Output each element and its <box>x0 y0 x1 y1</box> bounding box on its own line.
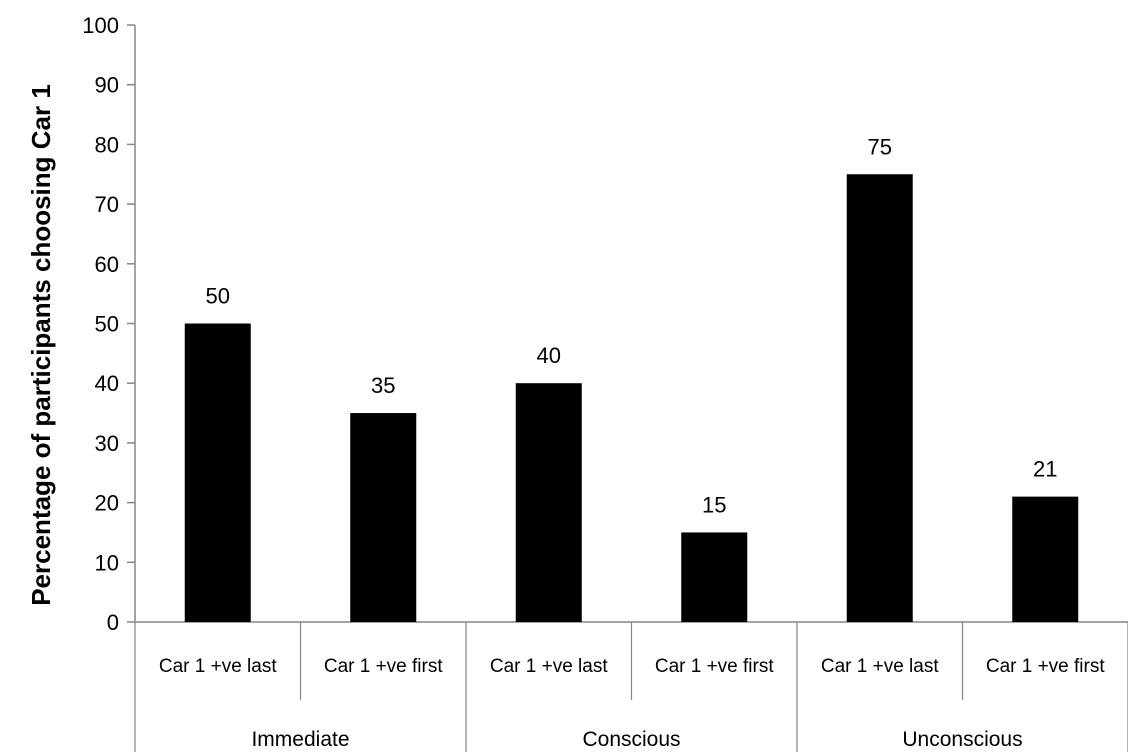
group-labels: Immediate Conscious Unconscious <box>251 728 1022 751</box>
group-label: Unconscious <box>902 728 1022 751</box>
y-tick-label: 40 <box>95 371 119 396</box>
y-tick-label: 50 <box>95 312 119 337</box>
group-label: Immediate <box>251 728 349 751</box>
category-label: Car 1 +ve last <box>490 656 608 677</box>
y-tick-label: 60 <box>95 252 119 277</box>
y-tick-label: 0 <box>107 610 119 635</box>
category-label: Car 1 +ve last <box>159 656 277 677</box>
data-label: 35 <box>371 373 395 398</box>
y-tick-label: 10 <box>95 550 119 575</box>
y-tick-label: 80 <box>95 132 119 157</box>
data-label: 15 <box>702 492 726 517</box>
bar <box>515 383 582 622</box>
bar <box>350 413 417 622</box>
y-tick-label: 30 <box>95 431 119 456</box>
data-label: 21 <box>1033 457 1057 482</box>
y-tick-label: 70 <box>95 192 119 217</box>
bar <box>1012 496 1079 622</box>
bar <box>681 532 748 622</box>
y-axis-title: Percentage of participants choosing Car … <box>26 84 56 606</box>
data-label: 40 <box>537 343 561 368</box>
category-label: Car 1 +ve first <box>655 656 775 677</box>
category-label: Car 1 +ve last <box>821 656 939 677</box>
category-labels: Car 1 +ve last Car 1 +ve first Car 1 +ve l… <box>159 656 1105 677</box>
y-tick-label: 90 <box>95 73 119 98</box>
bar <box>846 174 913 622</box>
bars <box>184 174 1079 622</box>
y-tick-label: 100 <box>82 13 119 38</box>
category-label: Car 1 +ve first <box>986 656 1106 677</box>
y-tick-label: 20 <box>95 491 119 516</box>
bar <box>184 323 251 622</box>
axes: 0 10 20 30 40 50 60 70 80 90 100 <box>82 13 1128 752</box>
category-label: Car 1 +ve first <box>324 656 444 677</box>
data-label: 75 <box>868 134 892 159</box>
data-labels: 50 35 40 15 75 21 <box>206 134 1058 517</box>
data-label: 50 <box>206 284 230 309</box>
group-label: Conscious <box>582 728 680 751</box>
